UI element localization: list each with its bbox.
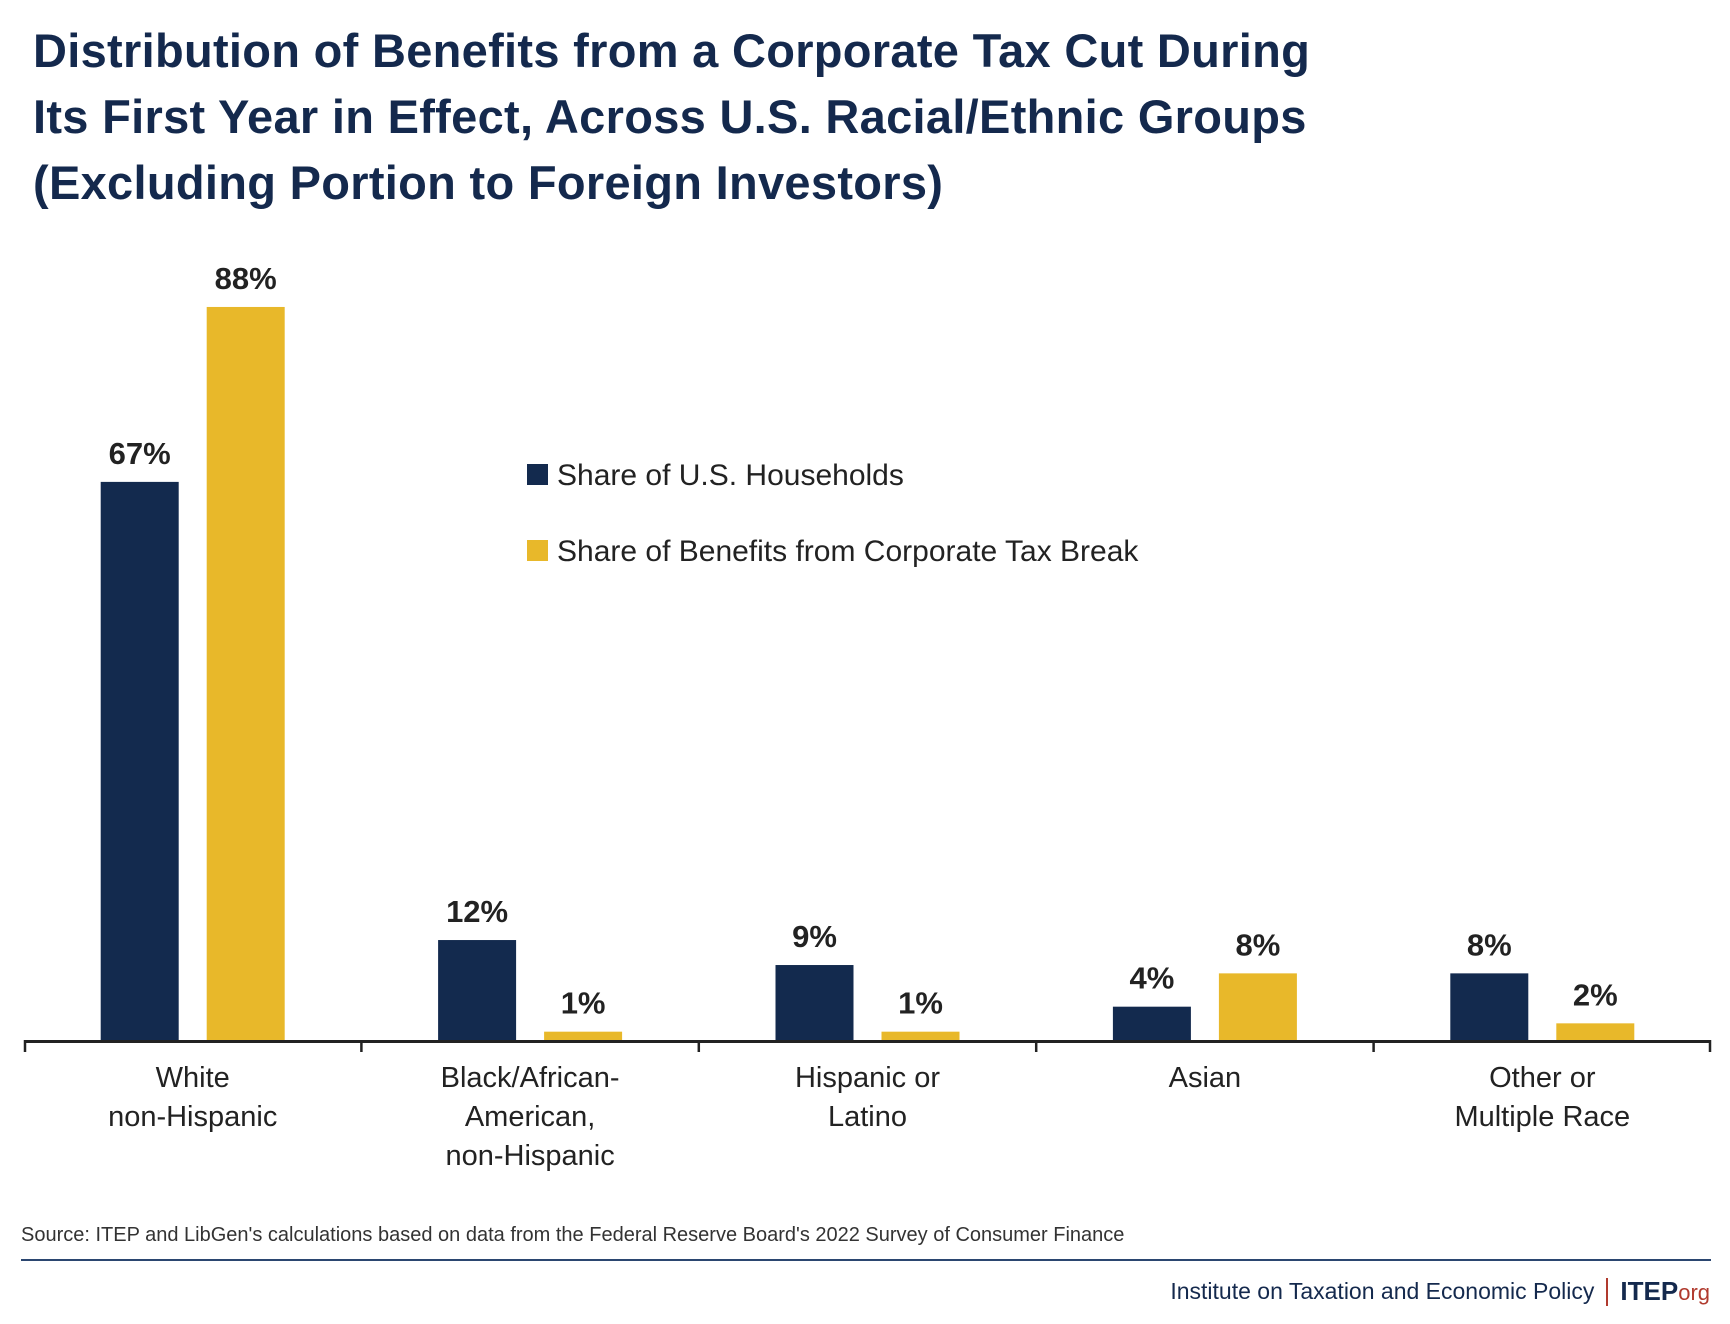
data-label: 1% bbox=[561, 986, 606, 1021]
data-label: 1% bbox=[898, 986, 943, 1021]
category-label: Latino bbox=[828, 1101, 907, 1133]
title-line: Its First Year in Effect, Across U.S. Ra… bbox=[33, 90, 1307, 143]
category-label: non-Hispanic bbox=[108, 1101, 277, 1133]
bar-households bbox=[438, 940, 517, 1040]
bar-households bbox=[1112, 1006, 1191, 1040]
category-label: White bbox=[156, 1062, 230, 1094]
category-label: Other or bbox=[1489, 1062, 1596, 1094]
category-label: Multiple Race bbox=[1454, 1101, 1630, 1133]
bar-benefits bbox=[544, 1031, 623, 1040]
bar-households bbox=[1450, 973, 1529, 1040]
itep-logo[interactable]: ITEPorg bbox=[1620, 1276, 1710, 1306]
data-label: 4% bbox=[1129, 961, 1174, 996]
category-label: non-Hispanic bbox=[445, 1140, 614, 1172]
org-name: Institute on Taxation and Economic Polic… bbox=[1170, 1278, 1595, 1304]
bar-benefits bbox=[1556, 1023, 1635, 1040]
legend-swatch bbox=[527, 464, 548, 485]
legend-label: Share of U.S. Households bbox=[557, 459, 904, 492]
category-label: American, bbox=[465, 1101, 596, 1133]
footer-separator bbox=[1606, 1277, 1609, 1306]
bar-chart: 67% 88% White non-Hispanic 12% 1% Black/Africa… bbox=[23, 261, 1712, 1172]
footer: Institute on Taxation and Economic Polic… bbox=[1170, 1276, 1710, 1307]
bar-households bbox=[100, 481, 179, 1040]
category-label: Asian bbox=[1169, 1062, 1242, 1094]
title-line: (Excluding Portion to Foreign Investors) bbox=[33, 156, 944, 209]
source-note: Source: ITEP and LibGen's calculations b… bbox=[21, 1224, 1125, 1246]
category-label: Hispanic or bbox=[795, 1062, 940, 1094]
data-label: 12% bbox=[446, 894, 508, 929]
legend-label: Share of Benefits from Corporate Tax Bre… bbox=[557, 535, 1139, 568]
chart-title: Distribution of Benefits from a Corporat… bbox=[33, 18, 1310, 216]
data-label: 8% bbox=[1235, 927, 1280, 962]
data-label: 9% bbox=[792, 919, 837, 954]
bar-benefits bbox=[881, 1031, 960, 1040]
data-label: 67% bbox=[109, 436, 171, 471]
data-label: 88% bbox=[215, 261, 277, 296]
bar-households bbox=[775, 965, 854, 1040]
bar-benefits bbox=[206, 306, 285, 1041]
bar-benefits bbox=[1218, 973, 1297, 1040]
data-label: 2% bbox=[1573, 977, 1618, 1012]
category-label: Black/African- bbox=[441, 1062, 620, 1094]
legend-swatch bbox=[527, 540, 548, 561]
data-label: 8% bbox=[1467, 927, 1512, 962]
divider bbox=[21, 1259, 1711, 1261]
title-line: Distribution of Benefits from a Corporat… bbox=[33, 24, 1311, 77]
